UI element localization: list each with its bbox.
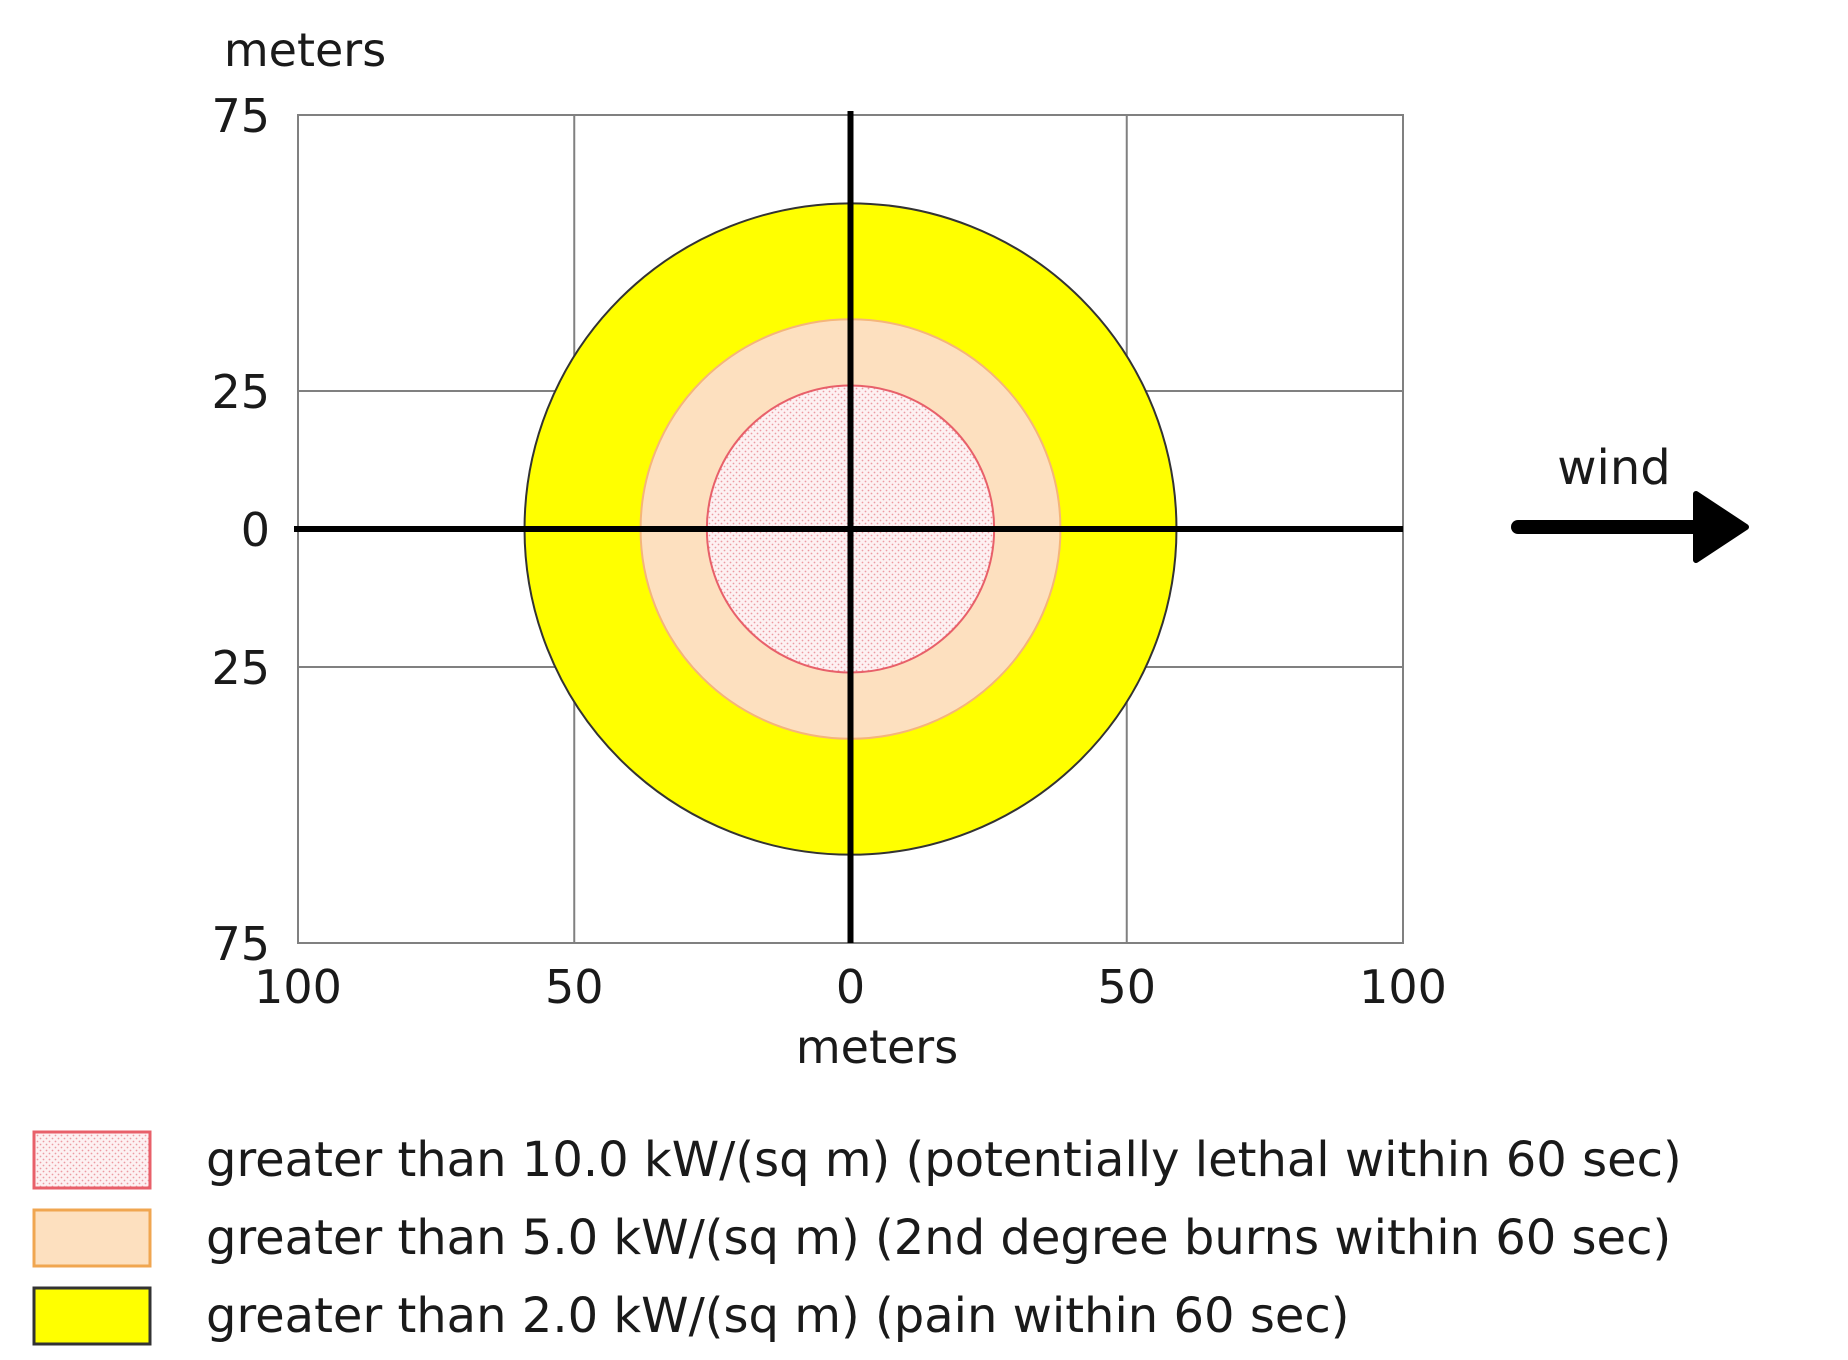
- wind-label: wind: [1557, 440, 1670, 496]
- legend-label: greater than 5.0 kW/(sq m) (2nd degree b…: [206, 1210, 1671, 1266]
- legend-swatch: [32, 1130, 152, 1190]
- y-tick-label: 25: [211, 365, 270, 419]
- axes: [294, 111, 1403, 943]
- legend-label: greater than 10.0 kW/(sq m) (potentially…: [206, 1132, 1682, 1188]
- legend: greater than 10.0 kW/(sq m) (potentially…: [32, 1130, 1682, 1346]
- legend-label: greater than 2.0 kW/(sq m) (pain within …: [206, 1288, 1349, 1344]
- y-tick-label: 75: [211, 89, 270, 143]
- y-tick-label: 75: [211, 917, 270, 971]
- legend-swatch: [32, 1208, 152, 1268]
- x-tick-label: 50: [1097, 960, 1156, 1014]
- legend-swatch: [32, 1286, 152, 1346]
- y-tick-label: 25: [211, 641, 270, 695]
- arrow-right-icon: [1511, 491, 1749, 563]
- y-tick-label: 0: [241, 503, 270, 557]
- x-axis-label: meters: [796, 1020, 958, 1074]
- y-axis-label: meters: [224, 23, 386, 77]
- x-tick-label: 100: [1359, 960, 1447, 1014]
- wind-annotation: wind: [1511, 440, 1749, 563]
- x-tick-label: 100: [254, 960, 342, 1014]
- x-tick-label: 50: [545, 960, 604, 1014]
- x-tick-label: 0: [836, 960, 865, 1014]
